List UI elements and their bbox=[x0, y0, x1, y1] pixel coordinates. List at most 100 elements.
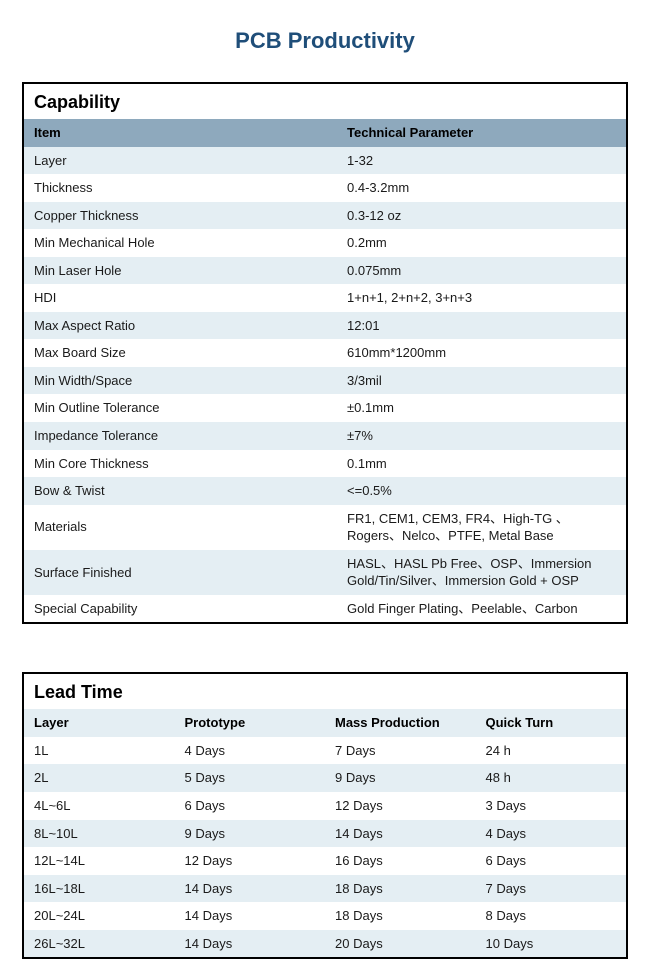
table-row: Max Board Size610mm*1200mm bbox=[24, 339, 626, 367]
cell-item: Special Capability bbox=[24, 595, 337, 623]
cell-param: 0.4-3.2mm bbox=[337, 174, 626, 202]
cell: 10 Days bbox=[476, 930, 627, 958]
cell: 20 Days bbox=[325, 930, 476, 958]
cell-item: Thickness bbox=[24, 174, 337, 202]
table-row: MaterialsFR1, CEM1, CEM3, FR4、High-TG 、R… bbox=[24, 505, 626, 550]
capability-box: Capability Item Technical Parameter Laye… bbox=[22, 82, 628, 624]
lead-time-table: Layer Prototype Mass Production Quick Tu… bbox=[24, 709, 626, 957]
col-header-item: Item bbox=[24, 119, 337, 147]
cell-item: Min Core Thickness bbox=[24, 450, 337, 478]
cell: 12 Days bbox=[175, 847, 326, 875]
cell: 20L~24L bbox=[24, 902, 175, 930]
table-row: 8L~10L9 Days14 Days4 Days bbox=[24, 820, 626, 848]
cell: 12 Days bbox=[325, 792, 476, 820]
cell: 6 Days bbox=[175, 792, 326, 820]
cell: 6 Days bbox=[476, 847, 627, 875]
cell: 9 Days bbox=[325, 764, 476, 792]
table-row: Surface FinishedHASL、HASL Pb Free、OSP、Im… bbox=[24, 550, 626, 595]
table-row: Layer1-32 bbox=[24, 147, 626, 175]
cell: 14 Days bbox=[325, 820, 476, 848]
capability-section-title: Capability bbox=[24, 84, 626, 119]
cell-item: Min Laser Hole bbox=[24, 257, 337, 285]
cell-item: Copper Thickness bbox=[24, 202, 337, 230]
table-row: Min Width/Space3/3mil bbox=[24, 367, 626, 395]
cell: 9 Days bbox=[175, 820, 326, 848]
cell: 5 Days bbox=[175, 764, 326, 792]
cell: 16 Days bbox=[325, 847, 476, 875]
cell-param: 610mm*1200mm bbox=[337, 339, 626, 367]
table-row: Min Core Thickness0.1mm bbox=[24, 450, 626, 478]
table-row: Copper Thickness0.3-12 oz bbox=[24, 202, 626, 230]
table-row: Min Outline Tolerance±0.1mm bbox=[24, 394, 626, 422]
col-header-layer: Layer bbox=[24, 709, 175, 737]
cell-item: Impedance Tolerance bbox=[24, 422, 337, 450]
cell-param: 0.2mm bbox=[337, 229, 626, 257]
cell: 4 Days bbox=[476, 820, 627, 848]
cell-item: Materials bbox=[24, 505, 337, 550]
table-row: 26L~32L14 Days20 Days10 Days bbox=[24, 930, 626, 958]
cell: 2L bbox=[24, 764, 175, 792]
table-row: Special CapabilityGold Finger Plating、Pe… bbox=[24, 595, 626, 623]
table-row: Min Laser Hole0.075mm bbox=[24, 257, 626, 285]
cell-param: <=0.5% bbox=[337, 477, 626, 505]
table-row: Bow & Twist<=0.5% bbox=[24, 477, 626, 505]
cell-param: 3/3mil bbox=[337, 367, 626, 395]
cell: 24 h bbox=[476, 737, 627, 765]
cell-param: ±0.1mm bbox=[337, 394, 626, 422]
cell: 7 Days bbox=[476, 875, 627, 903]
cell-item: Max Board Size bbox=[24, 339, 337, 367]
cell-item: HDI bbox=[24, 284, 337, 312]
table-row: Min Mechanical Hole0.2mm bbox=[24, 229, 626, 257]
table-row: HDI1+n+1, 2+n+2, 3+n+3 bbox=[24, 284, 626, 312]
table-row: 4L~6L6 Days12 Days3 Days bbox=[24, 792, 626, 820]
cell-param: 1-32 bbox=[337, 147, 626, 175]
cell: 18 Days bbox=[325, 875, 476, 903]
cell-item: Max Aspect Ratio bbox=[24, 312, 337, 340]
capability-table: Item Technical Parameter Layer1-32 Thick… bbox=[24, 119, 626, 622]
cell: 14 Days bbox=[175, 875, 326, 903]
cell-param: 0.3-12 oz bbox=[337, 202, 626, 230]
col-header-parameter: Technical Parameter bbox=[337, 119, 626, 147]
table-row: Impedance Tolerance±7% bbox=[24, 422, 626, 450]
table-row: 16L~18L14 Days18 Days7 Days bbox=[24, 875, 626, 903]
col-header-prototype: Prototype bbox=[175, 709, 326, 737]
cell: 4 Days bbox=[175, 737, 326, 765]
table-row: 1L4 Days7 Days24 h bbox=[24, 737, 626, 765]
cell: 1L bbox=[24, 737, 175, 765]
cell-item: Bow & Twist bbox=[24, 477, 337, 505]
cell-param: FR1, CEM1, CEM3, FR4、High-TG 、Rogers、Nel… bbox=[337, 505, 626, 550]
cell: 7 Days bbox=[325, 737, 476, 765]
lead-time-box: Lead Time Layer Prototype Mass Productio… bbox=[22, 672, 628, 959]
cell-item: Min Mechanical Hole bbox=[24, 229, 337, 257]
col-header-quick-turn: Quick Turn bbox=[476, 709, 627, 737]
page-title: PCB Productivity bbox=[22, 0, 628, 82]
table-row: 12L~14L12 Days16 Days6 Days bbox=[24, 847, 626, 875]
cell: 14 Days bbox=[175, 902, 326, 930]
cell-param: 12:01 bbox=[337, 312, 626, 340]
cell: 3 Days bbox=[476, 792, 627, 820]
cell: 48 h bbox=[476, 764, 627, 792]
lead-time-section-title: Lead Time bbox=[24, 674, 626, 709]
cell-param: 1+n+1, 2+n+2, 3+n+3 bbox=[337, 284, 626, 312]
cell-item: Min Width/Space bbox=[24, 367, 337, 395]
cell: 4L~6L bbox=[24, 792, 175, 820]
cell-item: Surface Finished bbox=[24, 550, 337, 595]
cell: 18 Days bbox=[325, 902, 476, 930]
cell-param: 0.075mm bbox=[337, 257, 626, 285]
cell: 8 Days bbox=[476, 902, 627, 930]
cell: 12L~14L bbox=[24, 847, 175, 875]
cell: 14 Days bbox=[175, 930, 326, 958]
table-row: 2L5 Days9 Days48 h bbox=[24, 764, 626, 792]
cell: 8L~10L bbox=[24, 820, 175, 848]
table-row: Thickness0.4-3.2mm bbox=[24, 174, 626, 202]
cell-param: HASL、HASL Pb Free、OSP、Immersion Gold/Tin… bbox=[337, 550, 626, 595]
col-header-mass-production: Mass Production bbox=[325, 709, 476, 737]
cell: 26L~32L bbox=[24, 930, 175, 958]
cell-param: ±7% bbox=[337, 422, 626, 450]
table-row: 20L~24L14 Days18 Days8 Days bbox=[24, 902, 626, 930]
cell-item: Layer bbox=[24, 147, 337, 175]
cell-item: Min Outline Tolerance bbox=[24, 394, 337, 422]
table-header-row: Item Technical Parameter bbox=[24, 119, 626, 147]
cell-param: 0.1mm bbox=[337, 450, 626, 478]
table-header-row: Layer Prototype Mass Production Quick Tu… bbox=[24, 709, 626, 737]
